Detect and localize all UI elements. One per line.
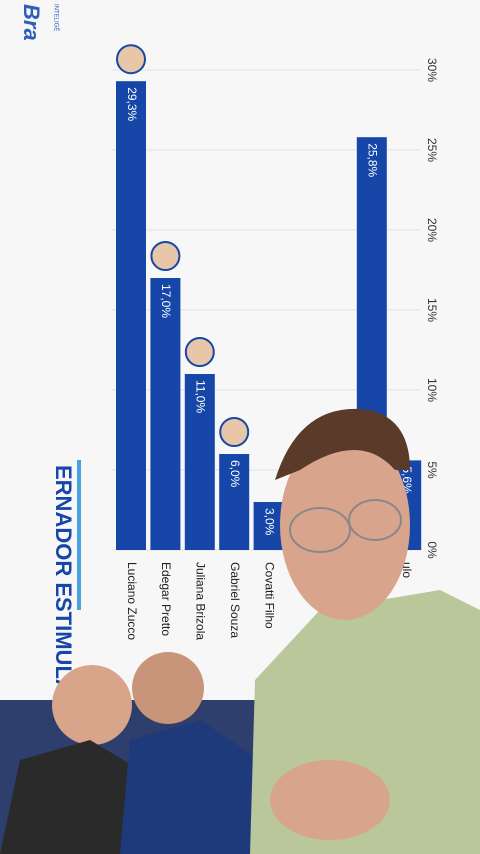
y-tick-label: 20% [425, 218, 439, 242]
photo-right [250, 408, 480, 854]
avatar [150, 241, 181, 271]
avatar [184, 337, 215, 367]
bar [150, 278, 181, 550]
y-tick-label: 15% [425, 298, 439, 322]
value-label: 25,8% [366, 143, 380, 177]
value-label: 11,0% [194, 380, 208, 413]
value-label: 29,3% [125, 87, 139, 121]
y-tick-label: 0% [425, 541, 439, 559]
logo: Bra [19, 4, 44, 41]
y-tick-label: 30% [425, 58, 439, 82]
bar [253, 502, 284, 550]
x-tick-label: Covatti Filho [262, 562, 276, 629]
value-label: 6,0% [228, 460, 242, 488]
bar [184, 374, 215, 550]
y-tick-label: 5% [425, 461, 439, 479]
x-tick-label: Edegar Pretto [159, 562, 173, 636]
plot: 0% 5% 10% 15% 20% 25% 30% 29,3% Luciano Zucco 17,… [112, 44, 439, 640]
logo-subtext: INTELIGÊ [52, 4, 60, 31]
value-label: 3,0% [262, 508, 276, 536]
bar [116, 81, 146, 550]
y-tick-label: 10% [425, 378, 439, 402]
x-tick-label: Juliana Brizola [194, 562, 208, 640]
y-tick-label: 25% [425, 138, 439, 162]
bar [219, 454, 250, 550]
x-tick-label: Gabriel Souza [228, 562, 242, 638]
avatar [116, 44, 146, 75]
value-label: 17,0% [159, 284, 173, 318]
x-tick-label: Luciano Zucco [125, 562, 139, 640]
photo-left [0, 652, 265, 854]
avatar [219, 417, 250, 447]
